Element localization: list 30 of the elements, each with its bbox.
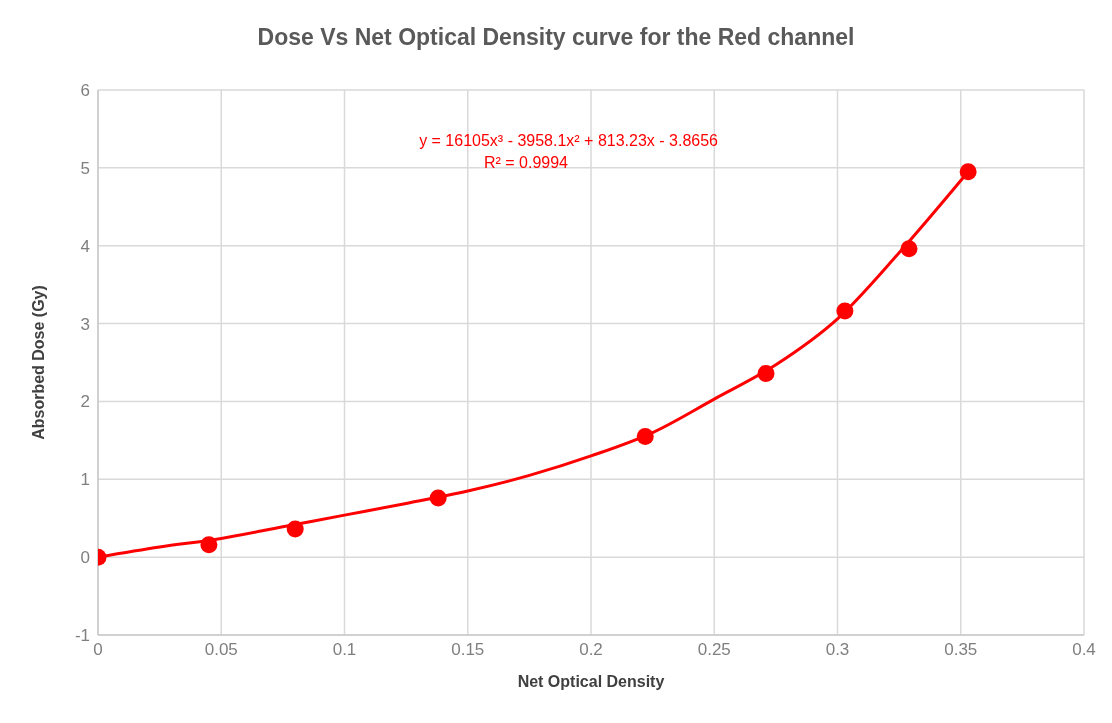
x-axis-title: Net Optical Density <box>517 673 665 690</box>
point <box>636 427 654 445</box>
point <box>286 520 304 538</box>
x-tick-label: 0.1 <box>332 640 357 660</box>
x-tick-label: 0.15 <box>451 640 485 660</box>
x-tick-label: 0.05 <box>204 640 238 660</box>
y-tick-label: -1 <box>74 626 90 646</box>
annotation: y = 16105x³ - 3958.1x² + 813.23x - 3.8656 <box>418 131 718 151</box>
y-tick-label: 1 <box>80 470 90 490</box>
x-tick-label: 0.4 <box>1072 640 1096 660</box>
annotation: R² = 0.9994 <box>482 153 569 173</box>
point <box>900 240 918 258</box>
x-tick-label: 0.25 <box>697 640 731 660</box>
x-tick-label: 0.3 <box>825 640 850 660</box>
point <box>757 364 775 382</box>
point <box>429 489 447 507</box>
x-tick-label: 0.35 <box>944 640 978 660</box>
y-tick-label: 5 <box>80 158 90 178</box>
point <box>200 536 218 554</box>
y-tick-label: 0 <box>80 548 90 568</box>
point <box>836 302 854 320</box>
y-tick-label: 2 <box>80 392 90 412</box>
point <box>959 163 977 181</box>
y-axis-title: Absorbed Dose (Gy) <box>29 285 47 440</box>
y-tick-label: 3 <box>80 314 90 334</box>
y-tick-label: 4 <box>80 236 90 256</box>
x-tick-label: 0 <box>93 640 103 660</box>
x-tick-label: 0.2 <box>579 640 603 660</box>
y-tick-label: 6 <box>80 81 90 101</box>
chart-title: Dose Vs Net Optical Density curve for the Red channel <box>256 24 856 51</box>
